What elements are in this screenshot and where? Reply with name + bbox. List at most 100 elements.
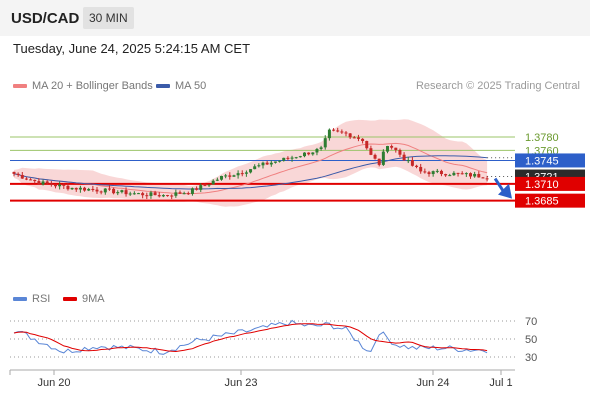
candle-body — [74, 187, 78, 190]
legend-ma50: MA 50 — [156, 80, 206, 92]
candle-body — [261, 162, 265, 166]
candle-body — [112, 188, 116, 194]
candle-body — [394, 147, 398, 150]
candle-body — [190, 188, 194, 194]
resistance-label: 1.3780 — [525, 132, 559, 144]
candle-body — [41, 181, 45, 185]
candle-body — [452, 172, 456, 176]
support-badge — [515, 193, 585, 208]
pivot-label: 1.3745 — [525, 155, 559, 167]
candle-body — [199, 185, 203, 190]
candle-body — [24, 178, 28, 180]
candle-body — [58, 184, 62, 187]
candle-body — [195, 188, 199, 190]
candle-body — [240, 173, 244, 175]
candle-body — [435, 170, 439, 172]
candle-body — [224, 175, 228, 177]
x-axis-label: Jun 23 — [224, 377, 257, 389]
candle-body — [336, 130, 340, 132]
candle-body — [203, 185, 207, 187]
candle-body — [431, 171, 435, 175]
candle-body — [448, 175, 452, 177]
candle-body — [211, 180, 215, 185]
candle-body — [33, 179, 37, 182]
candle-body — [132, 193, 136, 195]
candle-body — [439, 170, 443, 175]
candle-body — [49, 183, 53, 185]
candle-body — [332, 129, 336, 131]
candle-body — [373, 154, 377, 159]
rsi-line — [13, 319, 488, 355]
rsi-ma-swatch — [63, 297, 77, 302]
candle-body — [124, 190, 128, 195]
candle-body — [402, 154, 406, 161]
legend-rsi: RSI — [13, 293, 50, 305]
ma20-swatch — [13, 84, 27, 89]
candle-body — [456, 172, 460, 174]
candle-body — [356, 137, 360, 139]
candle-body — [174, 192, 178, 196]
candle-body — [294, 157, 298, 159]
research-credit: Research © 2025 Trading Central — [415, 80, 580, 92]
candle-body — [149, 192, 153, 196]
candle-body — [444, 174, 448, 176]
candle-body — [390, 146, 394, 148]
candle-body — [319, 147, 323, 149]
candle-body — [107, 188, 111, 190]
candle-body — [406, 160, 410, 162]
candle-body — [20, 175, 24, 179]
rsi-level-label: 50 — [525, 334, 537, 346]
candle-body — [253, 166, 257, 170]
candle-body — [265, 162, 269, 165]
candle-body — [99, 191, 103, 193]
candle-body — [220, 175, 223, 180]
candle-body — [141, 193, 145, 196]
candle-body — [303, 152, 306, 157]
candle-body — [278, 160, 282, 162]
candle-body — [327, 129, 331, 139]
candle-body — [257, 165, 261, 167]
candle-body — [460, 173, 464, 175]
candle-body — [186, 193, 190, 195]
candle-body — [415, 165, 419, 167]
candle-body — [62, 184, 66, 186]
candle-body — [12, 171, 16, 174]
x-axis-label: Jun 24 — [416, 377, 449, 389]
legend-ma20-label: MA 20 + Bollinger Bands — [32, 80, 153, 92]
candle-body — [207, 184, 211, 186]
candle-body — [128, 193, 132, 195]
candle-body — [386, 146, 389, 152]
candle-body — [344, 132, 348, 134]
candle-body — [87, 188, 91, 191]
x-axis-label: Jul 1 — [489, 377, 512, 389]
candle-body — [282, 157, 286, 161]
rsi-level-label: 30 — [525, 352, 537, 364]
ma50-swatch — [156, 84, 170, 89]
candle-body — [232, 175, 236, 177]
candle-body — [145, 195, 149, 197]
candle-body — [381, 151, 385, 165]
forecast-arrow — [493, 177, 505, 192]
timeframe-badge[interactable]: 30 MIN — [83, 7, 134, 29]
chart-header: USD/CAD 30 MIN — [0, 0, 590, 36]
candle-body — [419, 166, 423, 172]
support-label: 1.3685 — [525, 196, 559, 208]
candle-body — [307, 152, 311, 155]
candle-body — [182, 193, 186, 195]
candle-body — [348, 133, 352, 138]
chart-timestamp: Tuesday, June 24, 2025 5:24:15 AM CET — [13, 41, 251, 56]
legend-ma50-label: MA 50 — [175, 80, 207, 92]
candle-body — [340, 131, 344, 133]
candle-body — [16, 173, 20, 176]
legend-ma20: MA 20 + Bollinger Bands — [13, 80, 153, 92]
candle-body — [78, 187, 82, 190]
candle-body — [236, 173, 240, 176]
candle-body — [311, 152, 315, 155]
candle-body — [178, 192, 182, 194]
candle-body — [244, 172, 248, 174]
candle-body — [469, 173, 472, 177]
candle-body — [66, 185, 70, 190]
legend-rsi-label: RSI — [32, 293, 51, 305]
candle-body — [166, 195, 170, 197]
